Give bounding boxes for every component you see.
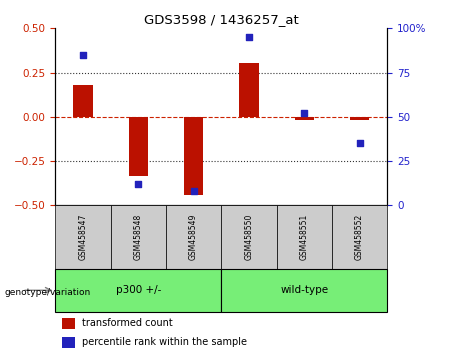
- Bar: [55, 205, 111, 269]
- Bar: [295, 117, 314, 120]
- Bar: [350, 117, 369, 120]
- Text: GSM458552: GSM458552: [355, 214, 364, 260]
- Bar: [55, 269, 221, 312]
- Point: [301, 110, 308, 116]
- Bar: [62, 337, 75, 348]
- Bar: [129, 117, 148, 176]
- Bar: [239, 63, 259, 117]
- Bar: [62, 318, 75, 329]
- Bar: [166, 205, 221, 269]
- Text: genotype/variation: genotype/variation: [5, 287, 91, 297]
- Text: percentile rank within the sample: percentile rank within the sample: [82, 337, 247, 347]
- Point: [356, 141, 363, 146]
- Text: GSM458548: GSM458548: [134, 214, 143, 260]
- Bar: [221, 205, 277, 269]
- Point: [245, 34, 253, 40]
- Bar: [73, 85, 93, 117]
- Bar: [111, 205, 166, 269]
- Point: [135, 181, 142, 187]
- Title: GDS3598 / 1436257_at: GDS3598 / 1436257_at: [144, 13, 299, 26]
- Point: [79, 52, 87, 58]
- Text: GSM458550: GSM458550: [244, 214, 254, 261]
- Bar: [277, 205, 332, 269]
- Text: GSM458551: GSM458551: [300, 214, 309, 260]
- Bar: [184, 117, 203, 195]
- Bar: [221, 269, 387, 312]
- Bar: [332, 205, 387, 269]
- Text: transformed count: transformed count: [82, 318, 172, 328]
- Text: GSM458549: GSM458549: [189, 214, 198, 261]
- Point: [190, 188, 197, 194]
- Text: GSM458547: GSM458547: [78, 214, 88, 261]
- Text: p300 +/-: p300 +/-: [116, 285, 161, 295]
- Text: wild-type: wild-type: [280, 285, 328, 295]
